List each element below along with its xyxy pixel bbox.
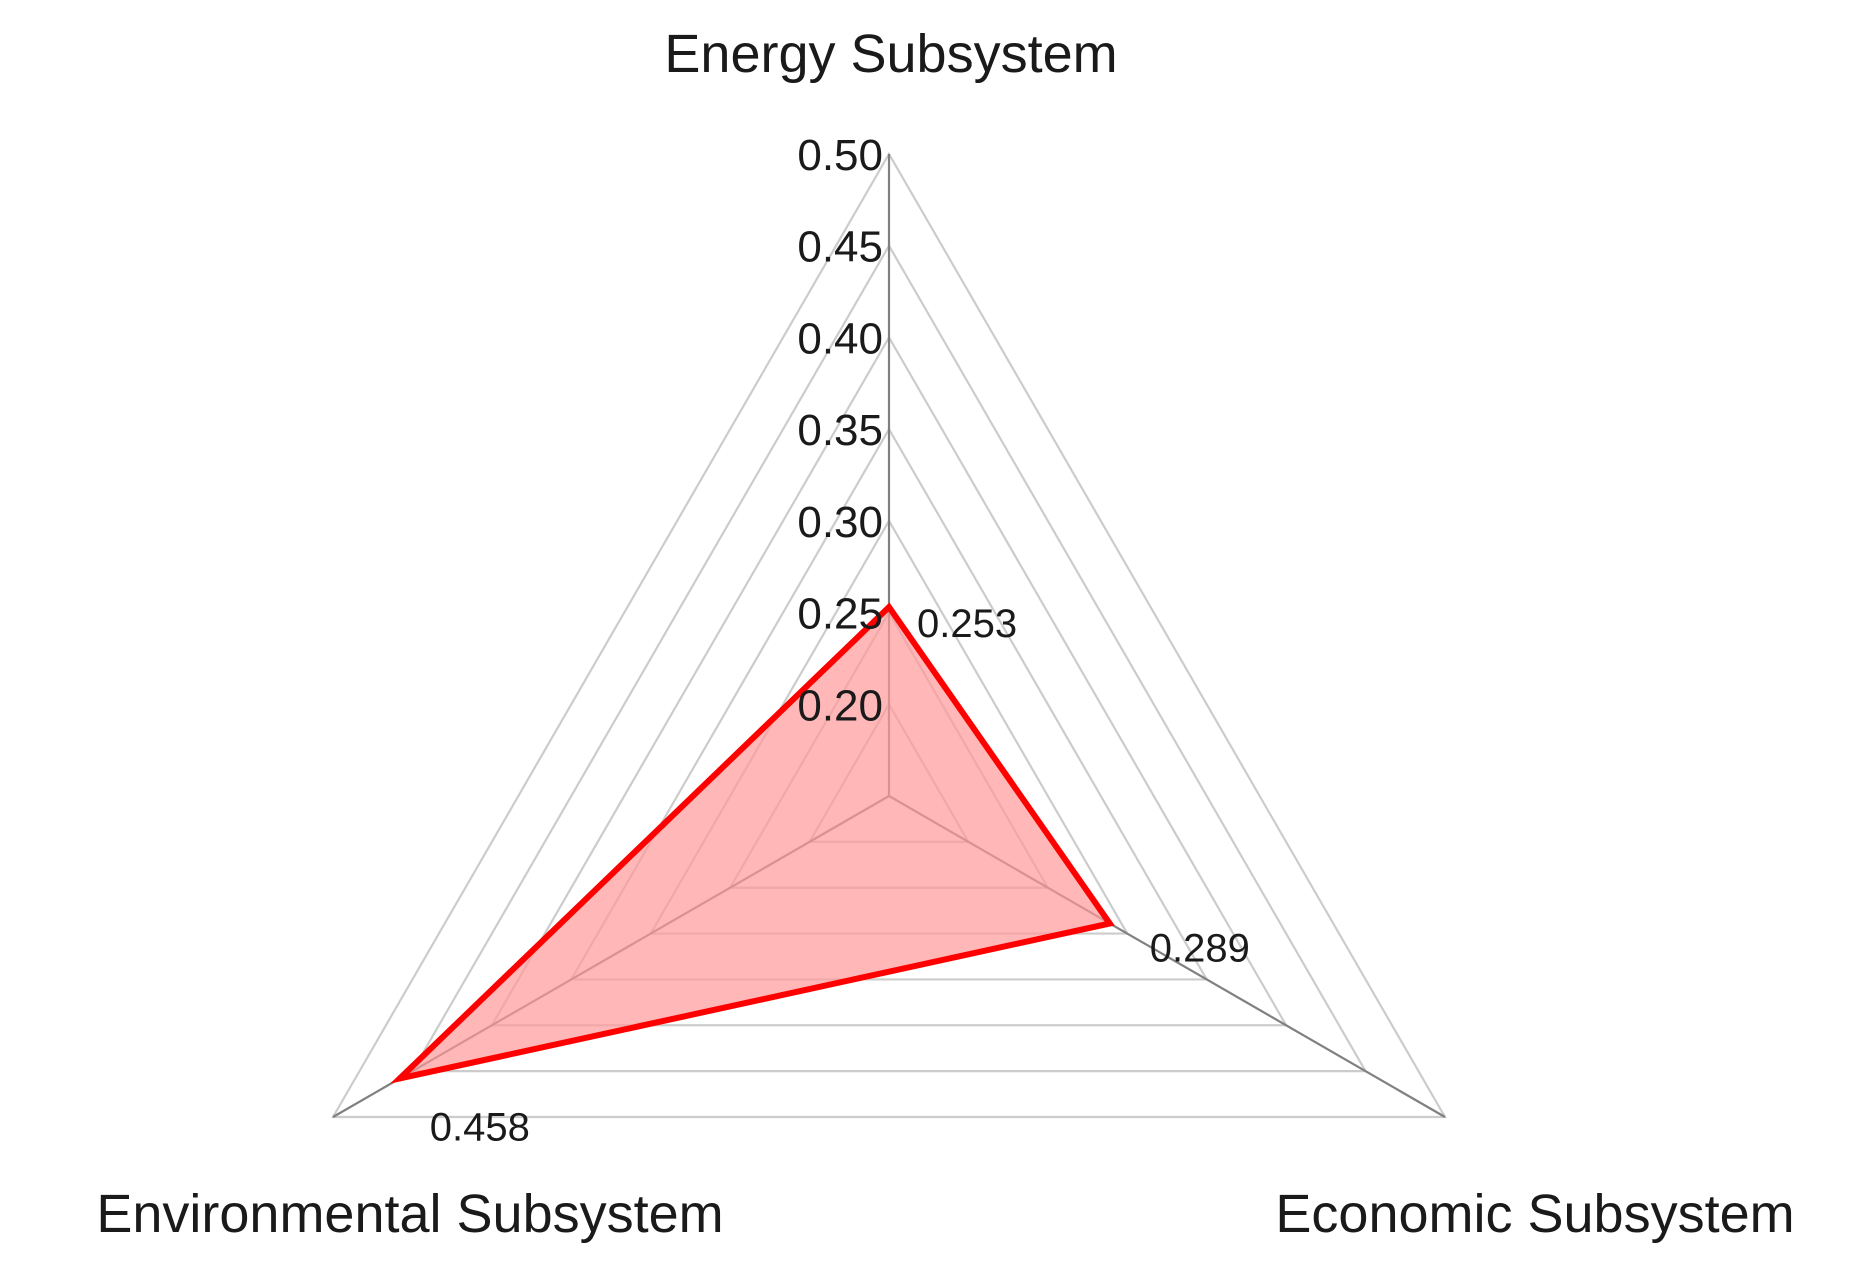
tick-label-0.30: 0.30: [797, 498, 883, 547]
radar-value-labels: 0.253 0.289 0.458: [430, 602, 1250, 1149]
tick-label-0.20: 0.20: [797, 681, 883, 730]
axis-label-2: Economic Subsystem: [1275, 1184, 1794, 1244]
series-point-3: [396, 1075, 403, 1082]
value-label-3: 0.458: [430, 1105, 530, 1149]
grid-ring-0.35: [569, 426, 1209, 981]
grid-ring-0.40: [489, 335, 1289, 1027]
value-label-2: 0.289: [1150, 926, 1250, 970]
series-point-1: [886, 604, 892, 611]
tick-label-0.45: 0.45: [797, 223, 883, 272]
series-polygon-1: [390, 602, 1115, 1084]
series-point-2: [1106, 920, 1113, 927]
radar-series: [390, 602, 1115, 1084]
axis-label-3: Environmental Subsystem: [96, 1184, 723, 1244]
radar-tick-labels: 0.20 0.25 0.30 0.35 0.40 0.45 0.50: [797, 131, 883, 730]
radar-axis-labels: Energy Subsystem Economic Subsystem Enviro…: [96, 24, 1794, 1244]
tick-label-0.35: 0.35: [797, 406, 883, 455]
grid-ring-0.45: [410, 243, 1368, 1073]
value-label-1: 0.253: [917, 602, 1017, 646]
grid-ring-0.50: [331, 151, 1447, 1119]
tick-label-0.50: 0.50: [797, 131, 883, 180]
tick-label-0.25: 0.25: [797, 590, 883, 639]
axis-label-1: Energy Subsystem: [664, 24, 1117, 84]
tick-label-0.40: 0.40: [797, 314, 883, 363]
